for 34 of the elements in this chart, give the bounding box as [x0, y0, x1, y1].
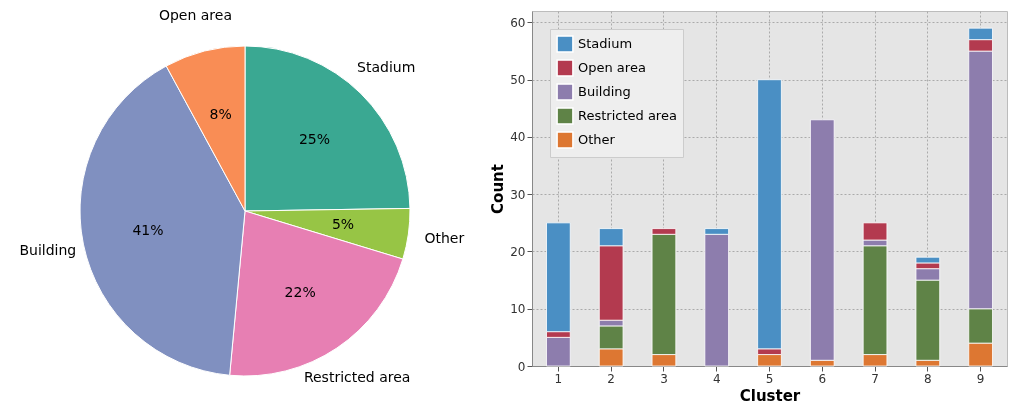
y-tick-label: 10 [510, 302, 526, 317]
x-tick-label: 9 [976, 371, 985, 386]
slice-label: Other [424, 230, 465, 247]
data-label: 22% [284, 284, 316, 301]
legend-label: Stadium [578, 36, 633, 51]
slice-label: Restricted area [303, 369, 411, 386]
x-tick-label: 2 [607, 371, 615, 386]
x-tick-label: 3 [660, 371, 668, 386]
x-tick-label: 8 [924, 371, 932, 386]
x-axis-title: Cluster [739, 386, 801, 405]
data-label: 25% [298, 131, 331, 148]
data-label: 41% [132, 221, 164, 238]
data-label: 5% [331, 215, 355, 232]
legend-label: Open area [578, 60, 646, 75]
x-tick-label: 7 [871, 371, 879, 386]
bar [546, 336, 571, 367]
x-tick-label: 5 [765, 371, 774, 386]
y-tick-label: 60 [510, 15, 526, 30]
y-tick-label: 40 [510, 130, 526, 145]
legend-label: Restricted area [578, 108, 677, 123]
y-tick-label: 50 [510, 73, 526, 88]
slice-label: Stadium [357, 58, 416, 75]
x-tick-label: 6 [818, 371, 827, 386]
legend-label: Other [578, 132, 616, 147]
y-axis-title: Count [489, 164, 508, 214]
legend-label: Building [578, 84, 631, 99]
x-tick-label: 1 [554, 371, 563, 386]
slice-label: Open area [158, 6, 232, 23]
data-label: 8% [209, 106, 232, 123]
x-tick-label: 4 [712, 371, 721, 386]
y-tick-label: 30 [510, 187, 526, 202]
slice-label: Building [19, 242, 77, 259]
y-tick-label: 0 [517, 359, 526, 374]
y-tick-label: 20 [510, 244, 526, 259]
